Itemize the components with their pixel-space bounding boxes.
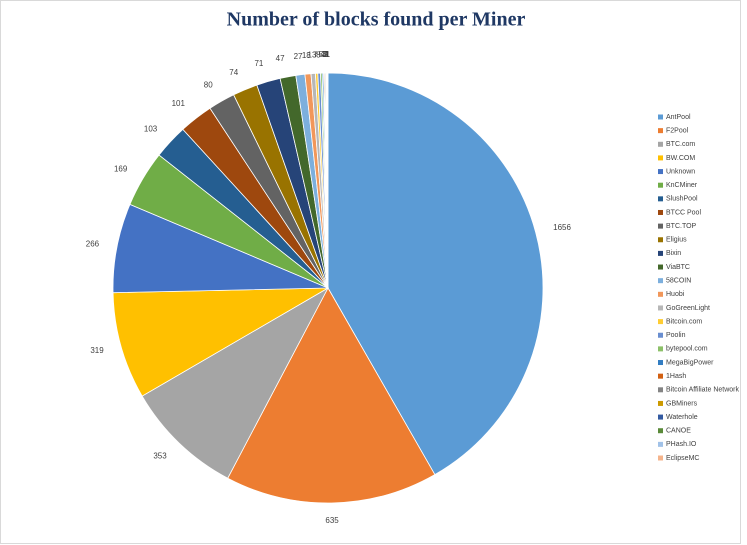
pie-slice (327, 72, 544, 476)
legend-label: GoGreenLight (666, 305, 710, 312)
legend-label: Bixin (666, 250, 681, 257)
legend-swatch (658, 237, 663, 243)
data-label: 1 (325, 50, 330, 59)
data-label: 7 (313, 50, 318, 59)
legend-swatch (658, 223, 663, 229)
pie-slice (112, 287, 329, 397)
legend-swatch (658, 332, 663, 338)
legend-swatch (658, 209, 663, 215)
data-label: 169 (114, 165, 128, 174)
legend-swatch (658, 250, 663, 256)
legend-label: ViaBTC (666, 264, 690, 271)
legend-label: EclipseMC (666, 455, 699, 462)
legend-label: Huobi (666, 291, 685, 298)
legend-swatch (658, 182, 663, 188)
legend-swatch (658, 305, 663, 311)
pie-slice (141, 286, 330, 479)
data-label: 635 (325, 516, 339, 525)
legend-swatch (658, 196, 663, 202)
data-label: 27 (294, 52, 303, 61)
legend-label: GBMiners (666, 400, 698, 407)
legend-swatch (658, 387, 663, 393)
legend-swatch (658, 373, 663, 379)
legend-label: bytepool.com (666, 346, 708, 353)
data-label: 74 (229, 68, 238, 77)
data-label: 13 (308, 51, 317, 60)
legend-label: BTC.TOP (666, 223, 697, 230)
data-label: 71 (254, 59, 263, 68)
legend-label: BTC.com (666, 141, 695, 148)
legend-label: F2Pool (666, 127, 689, 134)
data-label: 266 (86, 239, 100, 248)
legend-swatch (658, 319, 663, 325)
legend-swatch (658, 128, 663, 134)
legend-label: Poolin (666, 332, 686, 339)
legend-swatch (658, 114, 663, 120)
data-label: 47 (276, 54, 285, 63)
data-label: 18 (302, 51, 311, 60)
legend-label: 1Hash (666, 373, 686, 380)
legend-label: KnCMiner (666, 182, 698, 189)
legend-label: BTCC Pool (666, 209, 701, 216)
legend-label: Bitcoin Affiliate Network (666, 387, 740, 394)
data-label: 1 (326, 50, 331, 59)
data-label: 80 (204, 81, 213, 90)
legend-swatch (658, 169, 663, 175)
legend-swatch (658, 141, 663, 147)
legend-swatch (658, 155, 663, 161)
legend-swatch (658, 455, 663, 461)
legend-swatch (658, 264, 663, 270)
data-label: 3 (322, 50, 327, 59)
data-label: 5 (319, 50, 324, 59)
legend-label: Unknown (666, 168, 695, 175)
legend-label: AntPool (666, 114, 691, 121)
data-label: 1656 (553, 223, 571, 232)
data-label: 4 (320, 50, 325, 59)
data-label: 8 (316, 50, 321, 59)
legend-label: Bitcoin.com (666, 318, 702, 325)
data-label: 353 (153, 451, 167, 460)
legend-swatch (658, 346, 663, 352)
legend-label: SlushPool (666, 196, 698, 203)
data-label: 103 (144, 125, 158, 134)
legend-swatch (658, 278, 663, 284)
data-label: 319 (90, 346, 104, 355)
data-label: 2 (324, 50, 329, 59)
legend-swatch (658, 360, 663, 366)
pie-slice (227, 287, 436, 504)
chart-title: Number of blocks found per Miner (227, 9, 526, 31)
legend-label: BW.COM (666, 155, 695, 162)
data-label: 2 (324, 50, 329, 59)
legend-swatch (658, 400, 663, 406)
data-label: 3 (323, 50, 328, 59)
data-label: 1 (325, 50, 330, 59)
legend-label: Eligius (666, 237, 687, 244)
legend-swatch (658, 414, 663, 420)
legend-label: CANOE (666, 428, 691, 435)
legend-swatch (658, 428, 663, 434)
legend-swatch (658, 291, 663, 297)
data-label: 101 (172, 99, 186, 108)
legend-label: 58COIN (666, 278, 691, 285)
legend-label: PHash.IO (666, 441, 697, 448)
legend-swatch (658, 441, 663, 447)
legend-label: Waterhole (666, 414, 698, 421)
legend-label: MegaBigPower (666, 359, 714, 366)
